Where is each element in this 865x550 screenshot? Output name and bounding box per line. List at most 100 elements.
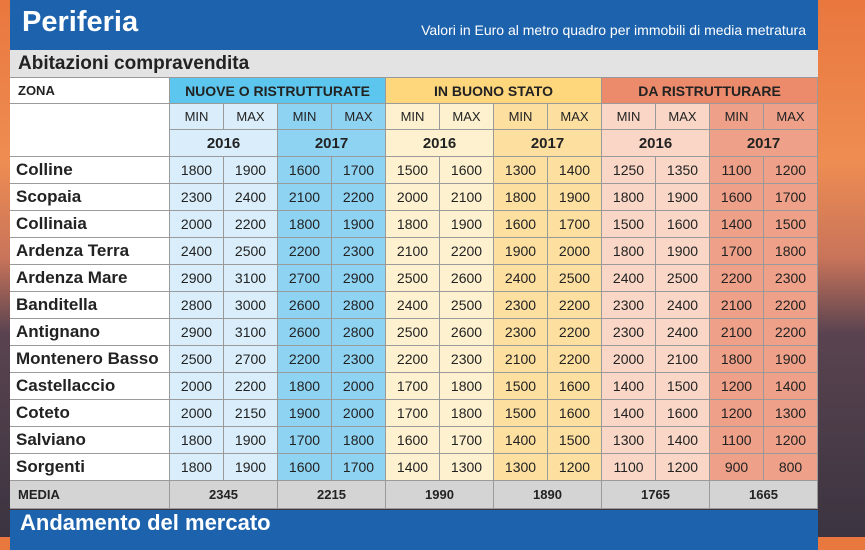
- price-cell: 1900: [548, 184, 602, 211]
- price-cell: 2500: [170, 346, 224, 373]
- price-cell: 2000: [332, 400, 386, 427]
- price-cell: 2600: [278, 292, 332, 319]
- price-cell: 1700: [386, 373, 440, 400]
- price-cell: 1250: [602, 157, 656, 184]
- price-cell: 2400: [224, 184, 278, 211]
- year-header: 2017: [278, 130, 386, 157]
- price-cell: 2300: [494, 319, 548, 346]
- year-header: 2017: [710, 130, 818, 157]
- price-cell: 2200: [278, 238, 332, 265]
- year-header: 2017: [494, 130, 602, 157]
- price-cell: 1900: [224, 427, 278, 454]
- price-cell: 1400: [764, 373, 818, 400]
- price-cell: 1800: [170, 427, 224, 454]
- price-cell: 1350: [656, 157, 710, 184]
- price-cell: 2700: [224, 346, 278, 373]
- min-max-header: MAX: [440, 104, 494, 130]
- price-cell: 2500: [386, 319, 440, 346]
- price-cell: 1200: [764, 427, 818, 454]
- price-cell: 1400: [386, 454, 440, 481]
- price-cell: 2400: [494, 265, 548, 292]
- price-cell: 2200: [440, 238, 494, 265]
- price-cell: 1400: [656, 427, 710, 454]
- price-cell: 1800: [170, 454, 224, 481]
- price-cell: 1800: [710, 346, 764, 373]
- price-cell: 1600: [656, 211, 710, 238]
- price-cell: 1300: [440, 454, 494, 481]
- price-cell: 2900: [170, 265, 224, 292]
- price-cell: 2600: [278, 319, 332, 346]
- price-cell: 2100: [656, 346, 710, 373]
- price-cell: 1600: [548, 373, 602, 400]
- price-cell: 1100: [710, 157, 764, 184]
- section-title: Abitazioni compravendita: [10, 50, 818, 78]
- zone-name: Banditella: [10, 292, 170, 319]
- price-cell: 1400: [602, 373, 656, 400]
- price-cell: 2300: [170, 184, 224, 211]
- price-cell: 2900: [332, 265, 386, 292]
- price-cell: 1800: [764, 238, 818, 265]
- price-cell: 1200: [548, 454, 602, 481]
- group-header: IN BUONO STATO: [386, 78, 602, 104]
- zone-name: Antignano: [10, 319, 170, 346]
- subtitle: Valori in Euro al metro quadro per immob…: [421, 22, 806, 38]
- price-cell: 1900: [440, 211, 494, 238]
- price-cell: 1900: [224, 454, 278, 481]
- price-cell: 1100: [710, 427, 764, 454]
- price-cell: 1100: [602, 454, 656, 481]
- title: Periferia: [22, 6, 139, 38]
- price-cell: 2300: [332, 346, 386, 373]
- price-cell: 2400: [386, 292, 440, 319]
- price-cell: 2600: [440, 265, 494, 292]
- media-value: 1765: [602, 481, 710, 509]
- price-cell: 2800: [332, 319, 386, 346]
- price-cell: 2200: [710, 265, 764, 292]
- price-cell: 1300: [494, 454, 548, 481]
- zone-name: Castellaccio: [10, 373, 170, 400]
- min-max-header: MAX: [224, 104, 278, 130]
- price-cell: 1700: [710, 238, 764, 265]
- blank: [10, 104, 170, 157]
- price-cell: 2300: [602, 292, 656, 319]
- zone-name: Scopaia: [10, 184, 170, 211]
- price-cell: 2000: [386, 184, 440, 211]
- price-cell: 2400: [170, 238, 224, 265]
- price-cell: 1200: [710, 373, 764, 400]
- price-cell: 1700: [548, 211, 602, 238]
- price-cell: 2100: [386, 238, 440, 265]
- price-cell: 1500: [494, 373, 548, 400]
- media-label: MEDIA: [10, 481, 170, 509]
- zone-name: Ardenza Terra: [10, 238, 170, 265]
- price-cell: 1800: [278, 373, 332, 400]
- price-cell: 2400: [602, 265, 656, 292]
- price-cell: 2000: [332, 373, 386, 400]
- price-cell: 2100: [440, 184, 494, 211]
- zone-name: Coteto: [10, 400, 170, 427]
- year-header: 2016: [170, 130, 278, 157]
- price-cell: 2100: [710, 292, 764, 319]
- price-cell: 1700: [440, 427, 494, 454]
- price-cell: 2500: [656, 265, 710, 292]
- price-cell: 1300: [602, 427, 656, 454]
- price-cell: 2100: [494, 346, 548, 373]
- price-cell: 2000: [170, 373, 224, 400]
- price-cell: 1700: [386, 400, 440, 427]
- price-cell: 2300: [764, 265, 818, 292]
- price-cell: 1600: [386, 427, 440, 454]
- price-cell: 1600: [278, 454, 332, 481]
- price-cell: 1600: [440, 157, 494, 184]
- zone-name: Ardenza Mare: [10, 265, 170, 292]
- price-cell: 3100: [224, 265, 278, 292]
- price-cell: 1200: [764, 157, 818, 184]
- price-cell: 1800: [440, 400, 494, 427]
- price-cell: 1900: [764, 346, 818, 373]
- min-max-header: MIN: [170, 104, 224, 130]
- price-cell: 2300: [494, 292, 548, 319]
- group-header: DA RISTRUTTURARE: [602, 78, 818, 104]
- price-cell: 2100: [710, 319, 764, 346]
- media-value: 2345: [170, 481, 278, 509]
- zone-name: Sorgenti: [10, 454, 170, 481]
- price-cell: 2150: [224, 400, 278, 427]
- zone-name: Montenero Basso: [10, 346, 170, 373]
- price-cell: 1800: [440, 373, 494, 400]
